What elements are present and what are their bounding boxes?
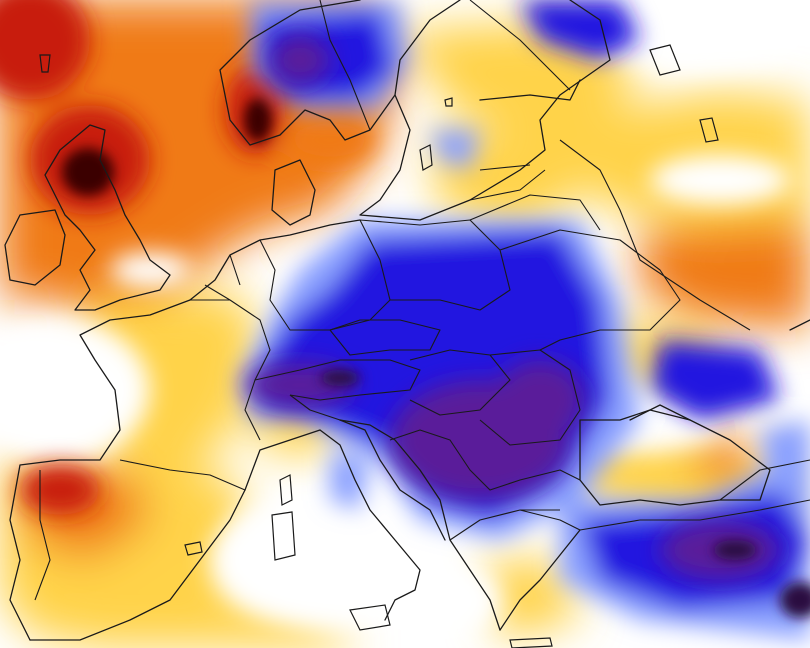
lake-ladoga (649, 44, 681, 76)
border-czech (329, 319, 441, 356)
ireland-coast (4, 209, 66, 286)
darkest-cold-layer (320, 370, 810, 618)
coastlines (4, 0, 810, 641)
iberia-south-coast (29, 489, 246, 641)
balearic (184, 541, 203, 556)
shetland (39, 54, 51, 73)
border-baltics (469, 164, 546, 201)
lake-onega (699, 117, 719, 143)
baltic-coast (359, 0, 611, 221)
italy-coast (319, 419, 446, 621)
border-spain-france (119, 459, 246, 491)
islands (39, 44, 719, 648)
crete (509, 637, 553, 648)
corsica (279, 474, 293, 506)
strong-cold-layer (245, 35, 780, 580)
border-balkans (389, 429, 581, 541)
border-finland (469, 0, 571, 91)
aland (444, 97, 453, 107)
darkest-warm-layer (62, 98, 272, 196)
border-russia (559, 139, 751, 331)
balkans-coast (339, 419, 501, 631)
border-norway-sweden (319, 0, 371, 131)
border-ukraine (499, 229, 681, 351)
border-hungary (409, 349, 511, 416)
country-borders (34, 0, 810, 601)
great-britain-coast (44, 124, 171, 311)
denmark-coast (271, 159, 316, 226)
border-caucasus (719, 459, 810, 501)
border-austria-swiss (254, 359, 421, 401)
gulf-of-finland (479, 79, 581, 101)
aegean-coast (499, 529, 581, 631)
gulf-of-lion (244, 429, 321, 491)
scandinavia-coast (219, 0, 461, 146)
border-belarus (469, 194, 601, 231)
border-italy-alps (289, 394, 341, 421)
border-bulgaria-turkey (519, 499, 810, 531)
caspian-coast (789, 319, 810, 331)
atlantic-coast (9, 299, 191, 641)
border-benelux (204, 254, 241, 301)
sicily (349, 604, 391, 631)
border-poland (359, 219, 511, 311)
crimea-coast (629, 404, 691, 421)
sardinia (271, 511, 296, 561)
border-portugal (34, 470, 51, 601)
gotland (419, 144, 433, 171)
